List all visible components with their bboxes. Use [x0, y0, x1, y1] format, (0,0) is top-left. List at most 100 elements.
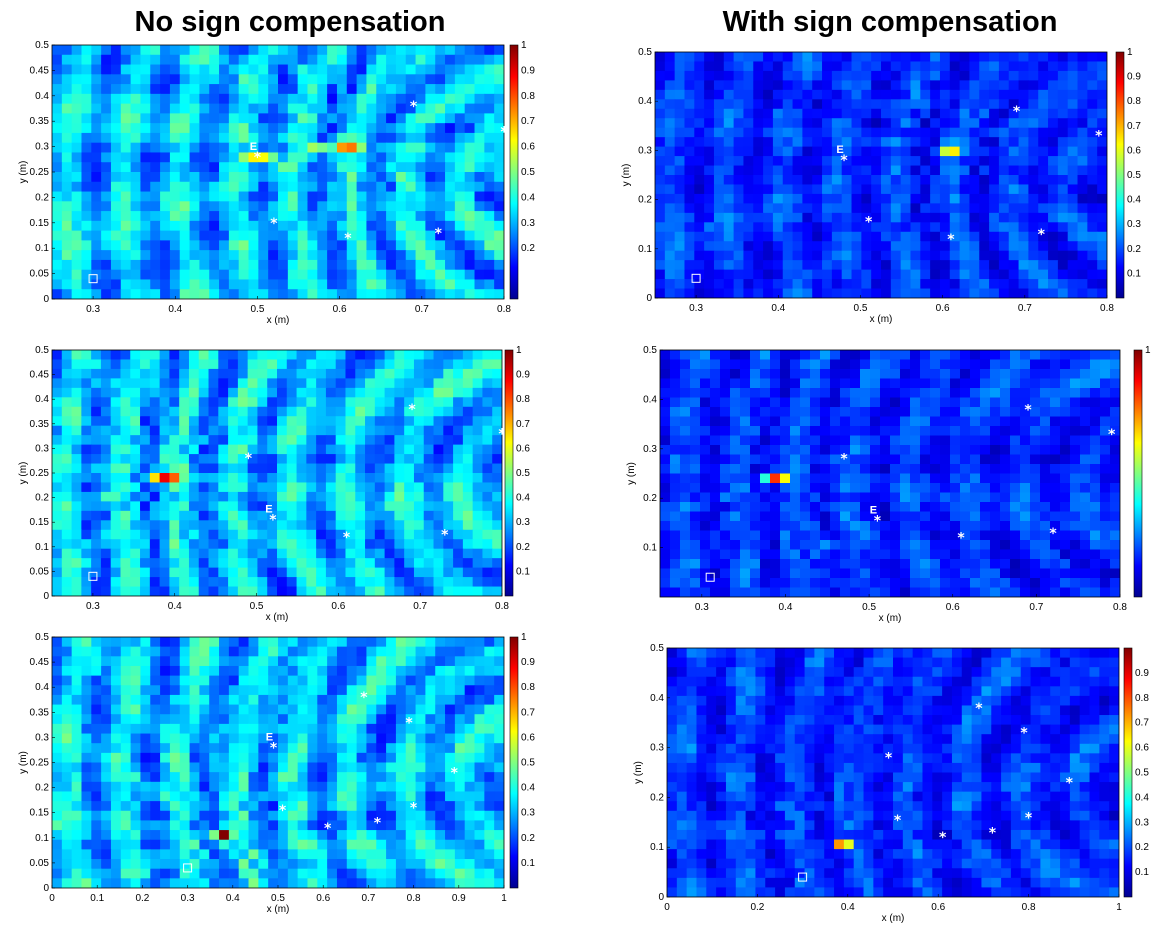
sensor-marker: *: [279, 803, 287, 819]
colorbar-tick-label: 0.4: [516, 493, 530, 504]
source-box-marker: [88, 571, 98, 581]
colorbar: [1133, 349, 1143, 598]
colorbar-tick-label: 0.4: [521, 192, 535, 203]
colorbar-tick-label: 0.3: [521, 808, 535, 819]
y-tick-label: 0.35: [30, 707, 50, 718]
colorbar-tick-label: 0.2: [521, 243, 535, 254]
x-tick-label: 0.7: [361, 893, 375, 904]
x-tick-label: 0.8: [497, 304, 511, 315]
sensor-marker: *: [865, 215, 873, 231]
x-axis-label: x (m): [267, 904, 290, 915]
source-box-marker: [705, 572, 715, 582]
heatmap-panel-row1-right: 0.3 0.4 0.5 0.6 0.7 0.800.10.20.30.40.5x (m)y…: [621, 47, 1141, 325]
x-axis-label: x (m): [879, 613, 902, 624]
colorbar-tick-label: 0.9: [521, 65, 535, 76]
x-tick-label: 0.4: [771, 303, 785, 314]
sensor-marker: *: [874, 513, 882, 529]
y-axis-label: y (m): [621, 164, 632, 187]
y-tick-label: 0.1: [638, 244, 652, 255]
colorbar-tick-label: 0.1: [1127, 268, 1141, 279]
x-tick-label: 0.2: [135, 893, 149, 904]
sensor-marker: *: [989, 825, 997, 841]
colorbar: [1115, 51, 1125, 299]
x-tick-label: 0.7: [1018, 303, 1032, 314]
y-tick-label: 0.15: [30, 218, 50, 229]
y-tick-label: 0: [646, 293, 652, 304]
sensor-marker: *: [840, 452, 848, 468]
y-tick-label: 0.2: [638, 195, 652, 206]
marker-label: E: [836, 144, 843, 156]
y-tick-label: 0.25: [30, 468, 50, 479]
colorbar-tick-label: 0.9: [1127, 72, 1141, 83]
y-tick-label: 0: [43, 294, 49, 305]
colorbar-tick-label: 0.9: [1135, 668, 1149, 679]
colorbar-tick-label: 1: [1127, 47, 1133, 58]
marker-label: E: [870, 504, 877, 516]
colorbar-tick-label: 0.3: [1127, 219, 1141, 230]
y-tick-label: 0.05: [30, 566, 50, 577]
colorbar-tick-label: 0.6: [1127, 145, 1141, 156]
colorbar-tick-label: 0.6: [521, 732, 535, 743]
sensor-marker: *: [939, 830, 947, 846]
y-tick-label: 0.3: [638, 145, 652, 156]
x-tick-label: 0.5: [271, 893, 285, 904]
sensor-marker: *: [1025, 810, 1033, 826]
source-box-marker: [183, 863, 193, 873]
x-tick-label: 0.6: [946, 602, 960, 613]
sensor-marker: *: [1095, 129, 1103, 145]
sensor-marker: *: [435, 226, 443, 242]
x-tick-label: 0.6: [333, 304, 347, 315]
plot-frame: [659, 349, 1121, 598]
x-tick-label: 0.6: [316, 893, 330, 904]
x-tick-label: 0.8: [495, 601, 509, 612]
colorbar-tick-label: 0.8: [516, 394, 530, 405]
sensor-marker: *: [1020, 726, 1028, 742]
y-tick-label: 0.3: [35, 142, 49, 153]
x-tick-label: 0.3: [86, 601, 100, 612]
colorbar-tick-label: 1: [521, 40, 527, 51]
x-tick-label: 1: [1116, 902, 1122, 913]
sensor-marker: *: [885, 751, 893, 767]
y-tick-label: 0.35: [30, 116, 50, 127]
colorbar-tick-label: 0.4: [521, 783, 535, 794]
colorbar: [509, 44, 519, 300]
colorbar: [1123, 647, 1133, 898]
y-tick-label: 0.4: [35, 682, 49, 693]
sensor-marker: *: [254, 150, 262, 166]
colorbar-tick-label: 0.2: [1127, 244, 1141, 255]
y-tick-label: 0.1: [35, 542, 49, 553]
x-tick-label: 0.7: [413, 601, 427, 612]
y-tick-label: 0.5: [650, 643, 664, 654]
sensor-marker: *: [270, 740, 278, 756]
colorbar-tick-label: 0.1: [521, 858, 535, 869]
sensor-marker: *: [1038, 227, 1046, 243]
sensor-marker: *: [1024, 402, 1032, 418]
y-tick-label: 0.2: [35, 493, 49, 504]
x-tick-label: 0.5: [854, 303, 868, 314]
colorbar-tick-label: 0.1: [516, 566, 530, 577]
x-axis-label: x (m): [870, 314, 893, 325]
y-tick-label: 0.5: [35, 40, 49, 51]
y-tick-label: 0: [658, 892, 664, 903]
y-axis-label: y (m): [626, 462, 637, 485]
colorbar-tick-label: 0.2: [1135, 842, 1149, 853]
y-tick-label: 0.2: [643, 493, 657, 504]
x-tick-label: 0: [664, 902, 670, 913]
x-tick-label: 0.1: [90, 893, 104, 904]
sensor-marker: *: [957, 531, 965, 547]
y-tick-label: 0.5: [35, 632, 49, 643]
source-box-marker: [88, 274, 98, 284]
sensor-marker: *: [324, 821, 332, 837]
colorbar-tick-label: 0.2: [521, 833, 535, 844]
y-axis-label: y (m): [18, 462, 29, 485]
y-tick-label: 0.1: [650, 842, 664, 853]
y-tick-label: 0.3: [650, 743, 664, 754]
y-tick-label: 0.5: [35, 345, 49, 356]
x-tick-label: 0.3: [86, 304, 100, 315]
colorbar-tick-label: 0.5: [1135, 768, 1149, 779]
x-tick-label: 0: [49, 893, 55, 904]
sensor-marker: *: [947, 232, 955, 248]
y-tick-label: 0.1: [35, 833, 49, 844]
x-tick-label: 0.7: [1029, 602, 1043, 613]
